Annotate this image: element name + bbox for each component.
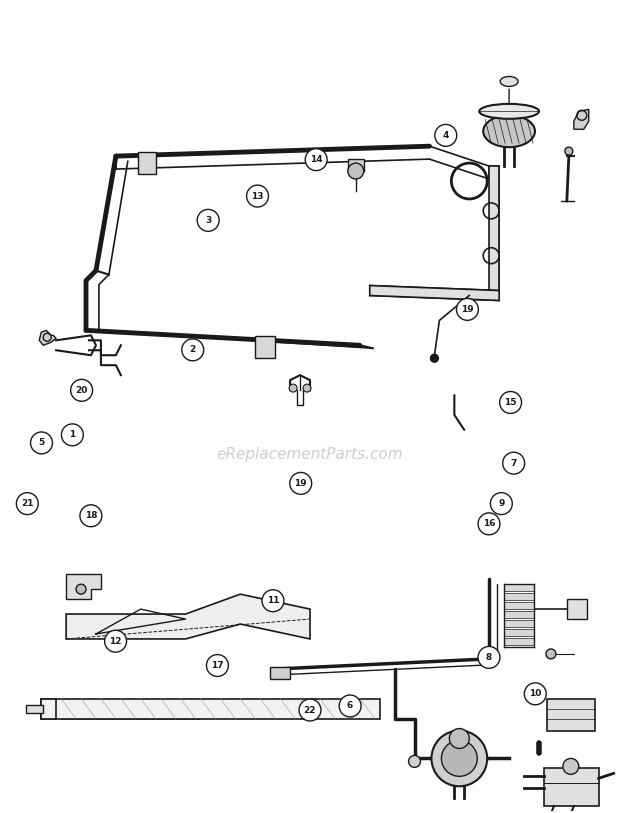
Text: 9: 9	[498, 499, 505, 508]
Circle shape	[303, 384, 311, 392]
Text: 20: 20	[76, 386, 88, 395]
Circle shape	[105, 630, 126, 652]
Text: 18: 18	[85, 511, 97, 520]
Polygon shape	[370, 285, 499, 301]
Text: 5: 5	[38, 438, 45, 447]
Text: 7: 7	[510, 459, 517, 467]
Circle shape	[430, 354, 438, 363]
Polygon shape	[504, 585, 534, 591]
FancyBboxPatch shape	[547, 698, 595, 731]
Polygon shape	[41, 698, 56, 719]
Circle shape	[247, 185, 268, 207]
Circle shape	[30, 432, 53, 454]
Circle shape	[289, 384, 297, 392]
Text: 6: 6	[347, 702, 353, 711]
Polygon shape	[574, 109, 589, 129]
FancyBboxPatch shape	[348, 159, 364, 171]
Circle shape	[182, 339, 204, 361]
Circle shape	[61, 424, 83, 446]
Polygon shape	[39, 330, 56, 346]
Circle shape	[563, 759, 579, 774]
Circle shape	[490, 493, 512, 515]
Polygon shape	[66, 594, 310, 639]
Circle shape	[503, 452, 525, 474]
Ellipse shape	[500, 76, 518, 86]
Circle shape	[450, 728, 469, 749]
Polygon shape	[41, 698, 379, 719]
Polygon shape	[504, 629, 534, 636]
Circle shape	[432, 731, 487, 786]
Text: 12: 12	[109, 637, 122, 646]
Text: 15: 15	[504, 398, 517, 407]
Text: 10: 10	[529, 689, 541, 698]
Circle shape	[546, 649, 556, 659]
Circle shape	[456, 298, 479, 320]
Circle shape	[290, 472, 312, 494]
Circle shape	[16, 493, 38, 515]
Circle shape	[206, 654, 228, 676]
Text: eReplacementParts.com: eReplacementParts.com	[216, 447, 404, 463]
Text: 17: 17	[211, 661, 224, 670]
Polygon shape	[504, 593, 534, 600]
Circle shape	[80, 505, 102, 527]
Circle shape	[348, 163, 364, 179]
Polygon shape	[489, 166, 499, 290]
FancyBboxPatch shape	[567, 599, 587, 619]
Text: 19: 19	[294, 479, 307, 488]
Circle shape	[441, 741, 477, 776]
Text: 4: 4	[443, 131, 449, 140]
Circle shape	[478, 513, 500, 535]
Circle shape	[478, 646, 500, 668]
Text: 2: 2	[190, 346, 196, 354]
Ellipse shape	[479, 104, 539, 119]
FancyBboxPatch shape	[138, 152, 156, 174]
Circle shape	[262, 589, 284, 611]
Circle shape	[525, 683, 546, 705]
Text: 14: 14	[310, 155, 322, 164]
Text: 16: 16	[483, 520, 495, 528]
Text: 1: 1	[69, 430, 76, 439]
Polygon shape	[504, 620, 534, 627]
Polygon shape	[504, 611, 534, 618]
Circle shape	[565, 147, 573, 155]
Circle shape	[435, 124, 457, 146]
Circle shape	[305, 149, 327, 171]
FancyBboxPatch shape	[544, 768, 599, 806]
Polygon shape	[66, 574, 101, 599]
Text: 21: 21	[21, 499, 33, 508]
FancyBboxPatch shape	[255, 337, 275, 359]
Circle shape	[71, 380, 92, 402]
Circle shape	[197, 210, 219, 231]
Text: 3: 3	[205, 215, 211, 225]
Polygon shape	[504, 602, 534, 609]
Circle shape	[409, 755, 420, 767]
Text: 8: 8	[486, 653, 492, 662]
Circle shape	[76, 585, 86, 594]
Circle shape	[339, 695, 361, 717]
Text: 22: 22	[304, 706, 316, 715]
Circle shape	[299, 699, 321, 721]
Circle shape	[500, 392, 521, 413]
Text: 11: 11	[267, 596, 279, 605]
Polygon shape	[26, 705, 43, 713]
Text: 19: 19	[461, 305, 474, 314]
Ellipse shape	[483, 115, 535, 147]
FancyBboxPatch shape	[270, 667, 290, 679]
Polygon shape	[504, 638, 534, 645]
Text: 13: 13	[251, 192, 264, 201]
